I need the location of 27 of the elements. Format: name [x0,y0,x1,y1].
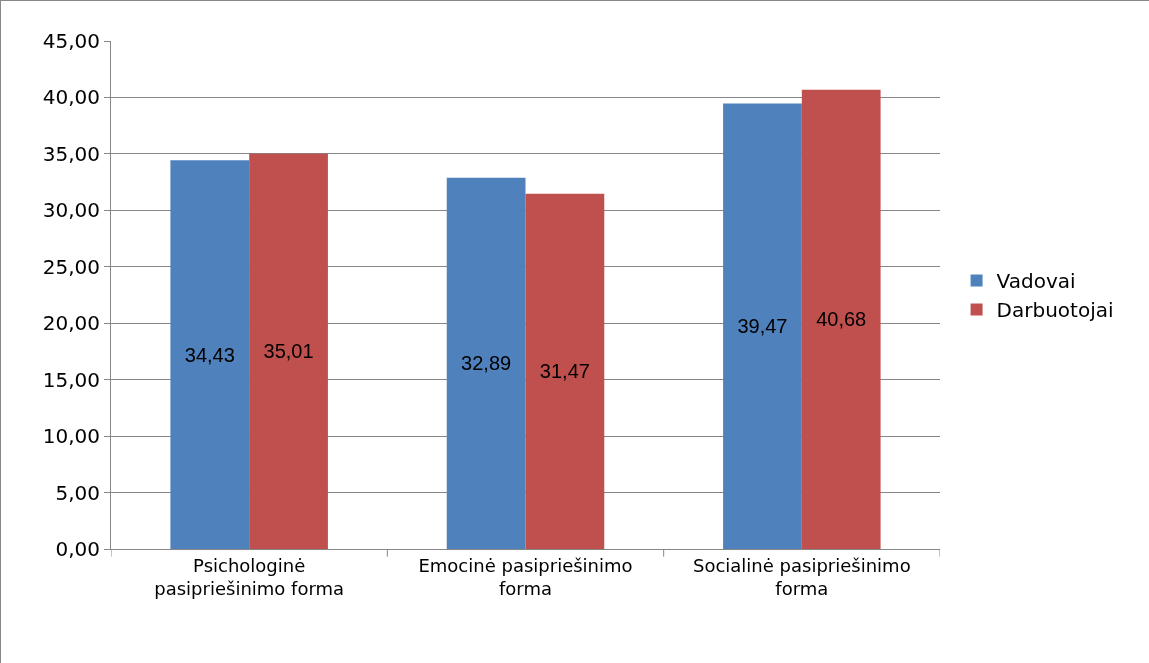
y-tick-label: 45,00 [42,29,100,53]
bar [446,177,526,549]
data-label: 34,43 [184,343,235,366]
data-label: 39,47 [737,315,788,338]
y-tick-label: 0,00 [55,537,100,561]
y-tick-label: 25,00 [42,254,100,279]
y-tick-label: 35,00 [42,141,100,166]
y-tick-label: 5,00 [55,480,100,505]
y-tick-label: 15,00 [42,367,100,392]
y-tick-label: 40,00 [42,85,100,110]
x-tick-label: Emocinė pasipriešinimo forma [418,554,633,599]
data-label: 35,01 [263,340,314,363]
bar [801,89,881,549]
data-label: 31,47 [539,360,590,383]
bar [723,103,802,549]
x-tick-label: Psichologinė pasipriešinimo forma [154,554,345,599]
data-label: 32,89 [461,352,512,375]
y-tick-label: 30,00 [42,198,100,223]
bar [249,153,328,549]
x-tick-label: Socialinė pasipriešinimo forma [693,554,911,599]
legend-label: Vadovai [996,269,1076,294]
legend-label: Darbuotojai [996,298,1114,323]
bar [525,193,605,549]
data-label: 40,68 [816,308,867,331]
y-tick-label: 20,00 [42,311,100,336]
y-tick-label: 10,00 [42,424,100,449]
bar [170,160,250,549]
